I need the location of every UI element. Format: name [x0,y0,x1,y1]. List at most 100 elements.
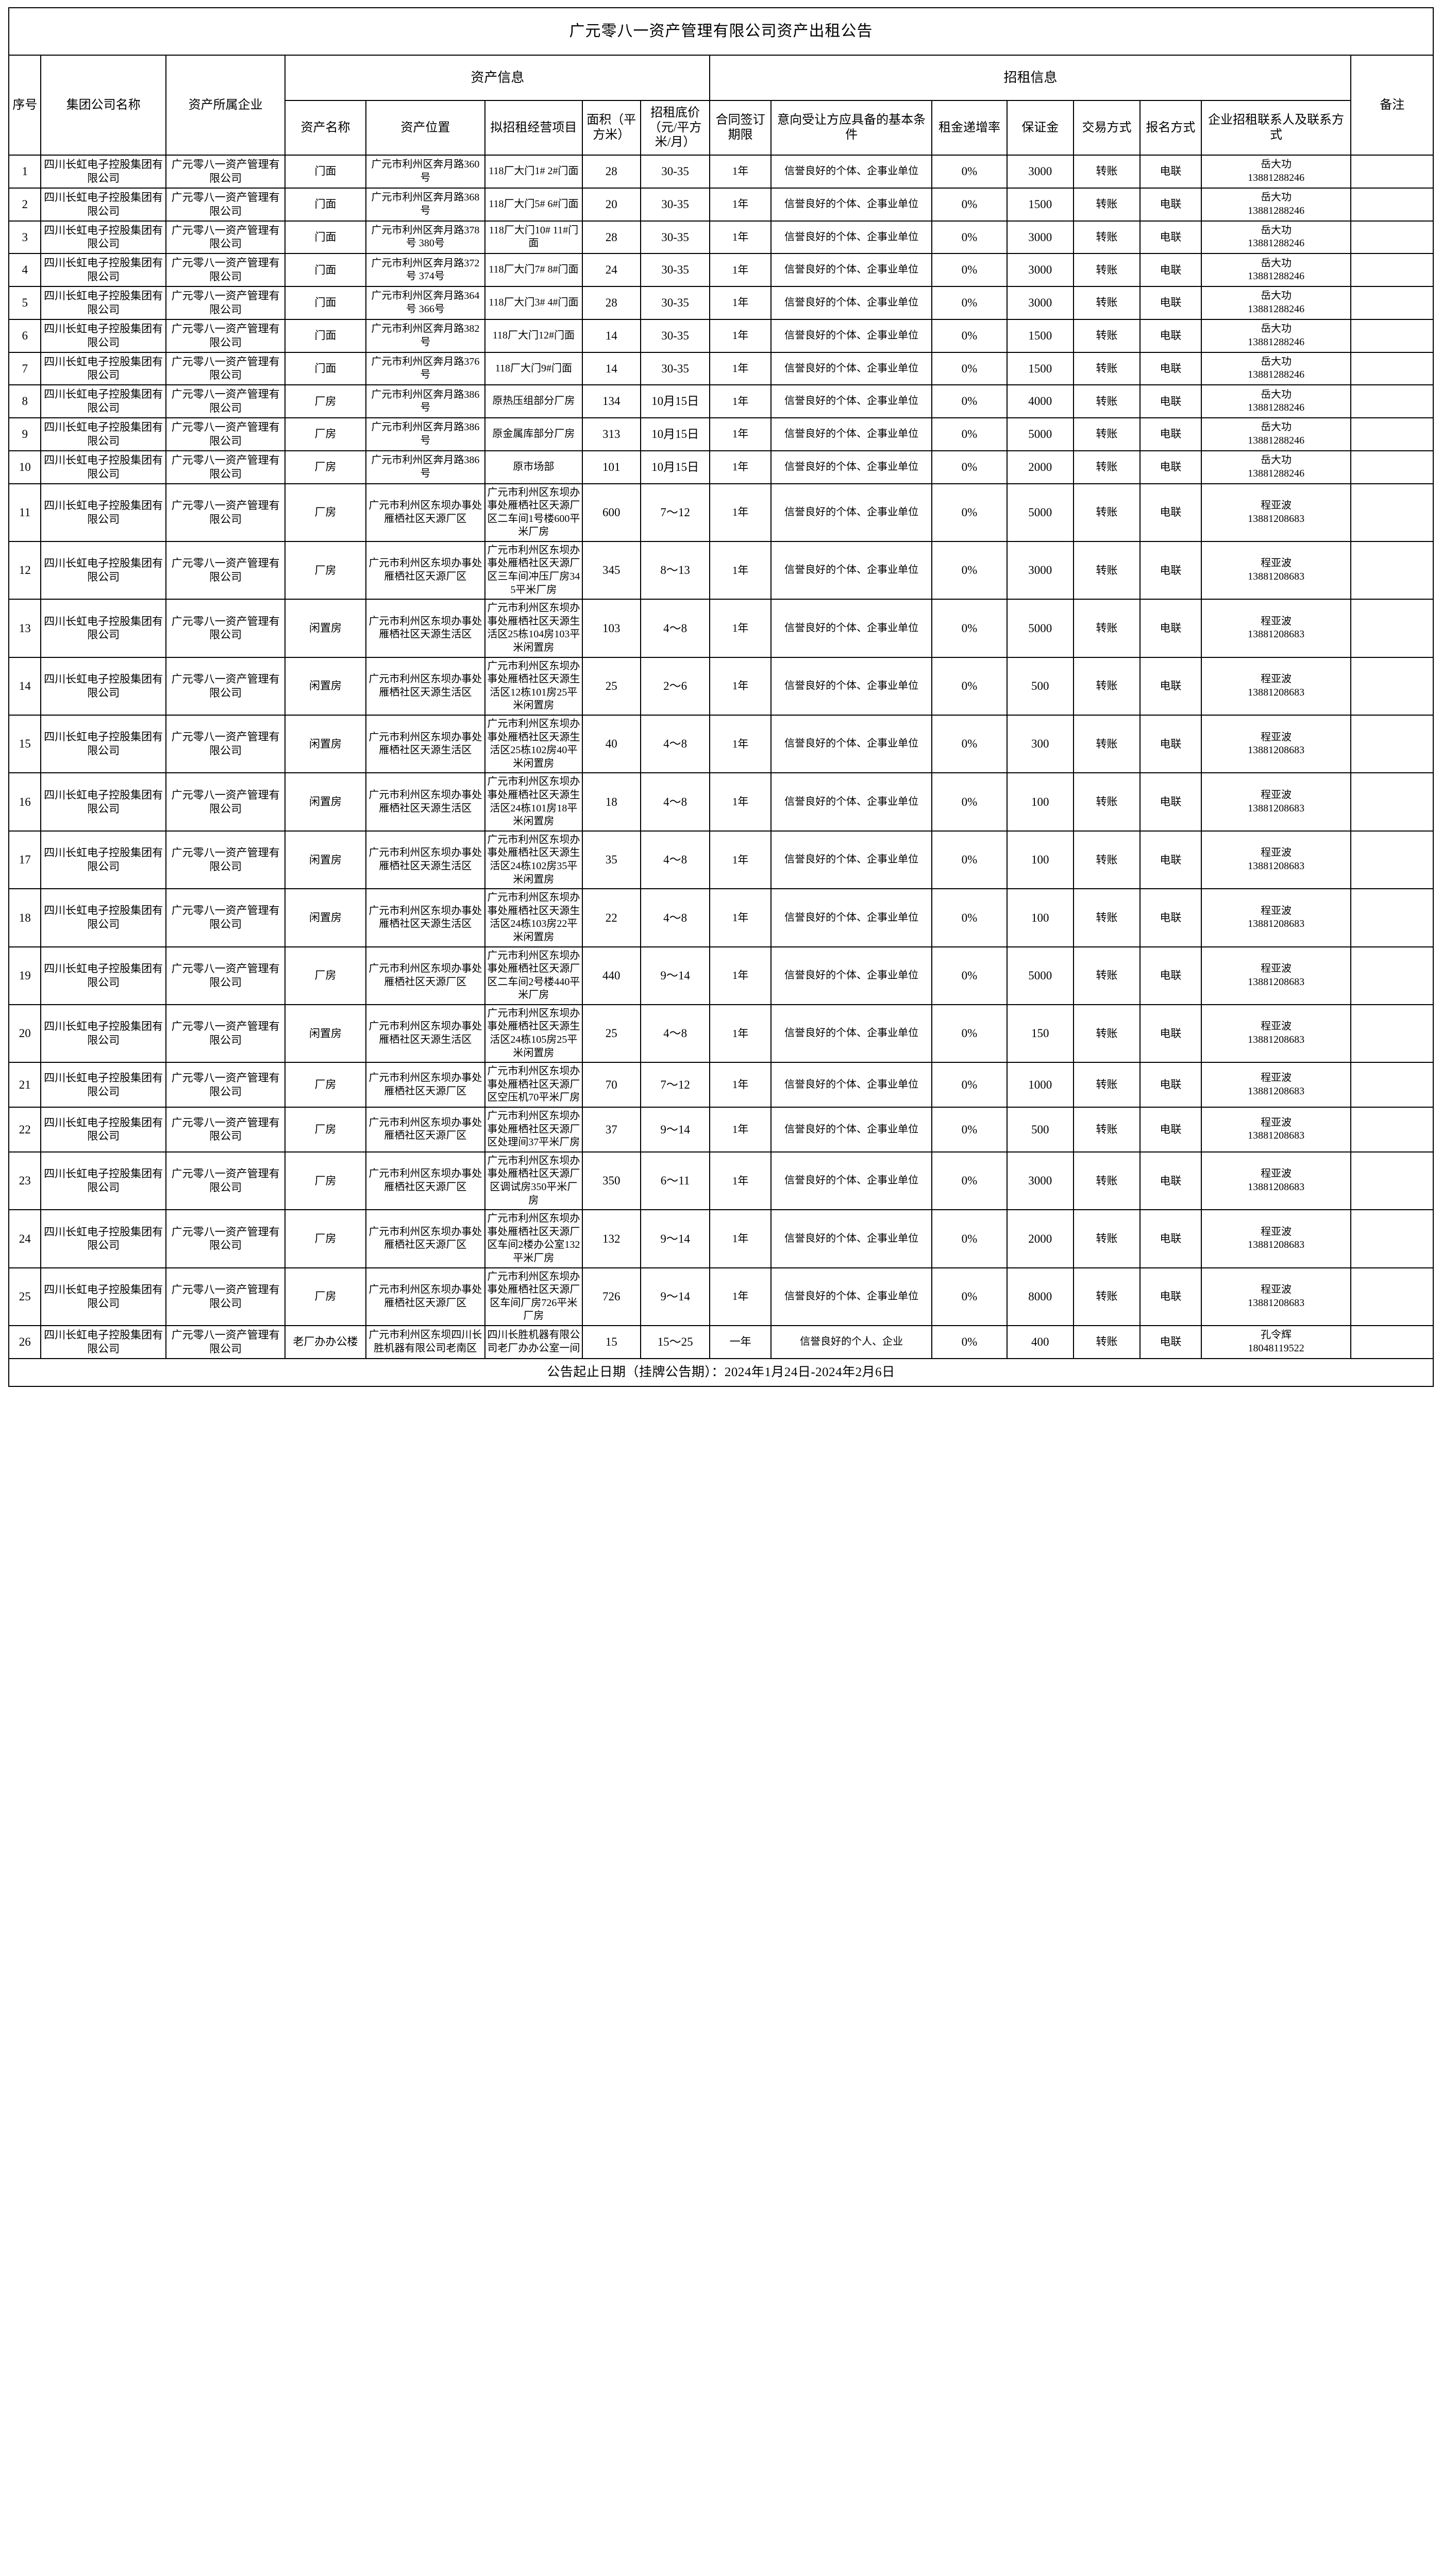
cell-contract-term: 一年 [709,1325,772,1359]
cell-deposit: 1000 [1006,1062,1074,1108]
table-row: 21 四川长虹电子控股集团有限公司 广元零八一资产管理有限公司 厂房 广元市利州区东坝办… [8,1062,1434,1108]
cell-remark [1350,220,1434,255]
cell-trade-method: 转账 [1072,540,1141,600]
cell-area: 25 [581,656,641,716]
cell-increase-rate: 0% [931,830,1008,890]
cell-conditions: 信誉良好的个体、企事业单位 [770,772,933,832]
page-title: 广元零八一资产管理有限公司资产出租公告 [8,7,1434,56]
cell-remark [1350,318,1434,353]
cell-increase-rate: 0% [931,946,1008,1005]
cell-conditions: 信誉良好的个体、企事业单位 [770,946,933,1005]
cell-trade-method: 转账 [1072,1004,1141,1063]
cell-rental-project: 广元市利州区东坝办事处雁栖社区天源生活区24栋101房18平米闲置房 [484,772,583,832]
cell-asset-owner: 广元零八一资产管理有限公司 [165,1209,286,1268]
cell-base-price: 10月15日 [640,384,711,418]
cell-area: 24 [581,253,641,287]
cell-asset-name: 闲置房 [284,1004,366,1063]
cell-asset-name: 门面 [284,155,366,189]
cell-deposit: 5000 [1006,417,1074,451]
cell-area: 600 [581,483,641,542]
cell-asset-name: 厂房 [284,483,366,542]
cell-remark [1350,599,1434,658]
cell-remark [1350,1209,1434,1268]
cell-asset-position: 广元市利州区东坝办事处雁栖社区天源厂区 [365,483,486,542]
cell-contract-term: 1年 [709,830,772,890]
cell-area: 18 [581,772,641,832]
col-header-remark: 备注 [1350,55,1434,156]
cell-trade-method: 转账 [1072,1325,1141,1359]
cell-sn: 18 [8,888,42,947]
cell-contact: 程亚波 13881208683 [1200,772,1352,832]
cell-rental-project: 广元市利州区东坝办事处雁栖社区天源厂区三车间冲压厂房345平米厂房 [484,540,583,600]
cell-deposit: 3000 [1006,1151,1074,1211]
cell-asset-position: 广元市利州区东坝办事处雁栖社区天源厂区 [365,1267,486,1326]
cell-conditions: 信誉良好的个体、企事业单位 [770,318,933,353]
cell-trade-method: 转账 [1072,253,1141,287]
cell-increase-rate: 0% [931,384,1008,418]
cell-asset-name: 门面 [284,253,366,287]
cell-base-price: 7～12 [640,1062,711,1108]
cell-contract-term: 1年 [709,253,772,287]
cell-asset-name: 闲置房 [284,830,366,890]
cell-asset-position: 广元市利州区奔月路372号 374号 [365,253,486,287]
cell-area: 726 [581,1267,641,1326]
cell-trade-method: 转账 [1072,656,1141,716]
cell-remark [1350,384,1434,418]
cell-rental-project: 118厂大门3# 4#门面 [484,286,583,320]
cell-trade-method: 转账 [1072,286,1141,320]
table-row: 9 四川长虹电子控股集团有限公司 广元零八一资产管理有限公司 厂房 广元市利州区奔月路3… [8,417,1434,451]
cell-trade-method: 转账 [1072,155,1141,189]
cell-deposit: 300 [1006,714,1074,774]
cell-increase-rate: 0% [931,450,1008,484]
cell-asset-position: 广元市利州区奔月路386号 [365,384,486,418]
cell-rental-project: 广元市利州区东坝办事处雁栖社区天源生活区12栋101房25平米闲置房 [484,656,583,716]
cell-contact: 岳大功 13881288246 [1200,155,1352,189]
cell-sn: 16 [8,772,42,832]
cell-increase-rate: 0% [931,888,1008,947]
cell-sn: 11 [8,483,42,542]
cell-conditions: 信誉良好的个体、企事业单位 [770,1267,933,1326]
cell-group-company: 四川长虹电子控股集团有限公司 [40,1325,166,1359]
cell-contract-term: 1年 [709,656,772,716]
cell-group-company: 四川长虹电子控股集团有限公司 [40,772,166,832]
cell-base-price: 30-35 [640,253,711,287]
cell-contract-term: 1年 [709,1209,772,1268]
cell-area: 440 [581,946,641,1005]
cell-deposit: 100 [1006,772,1074,832]
cell-increase-rate: 0% [931,1062,1008,1108]
cell-sn: 13 [8,599,42,658]
cell-contact: 程亚波 13881208683 [1200,1151,1352,1211]
cell-base-price: 8～13 [640,540,711,600]
group-header-asset-info: 资产信息 [284,55,711,101]
cell-area: 37 [581,1107,641,1153]
cell-base-price: 4～8 [640,830,711,890]
cell-conditions: 信誉良好的个体、企事业单位 [770,540,933,600]
cell-asset-position: 广元市利州区奔月路364号 366号 [365,286,486,320]
cell-contract-term: 1年 [709,599,772,658]
title-row: 广元零八一资产管理有限公司资产出租公告 [8,7,1434,56]
cell-area: 70 [581,1062,641,1108]
cell-trade-method: 转账 [1072,220,1141,255]
cell-trade-method: 转账 [1072,450,1141,484]
cell-group-company: 四川长虹电子控股集团有限公司 [40,1004,166,1063]
footer-row: 公告起止日期（挂牌公告期）：2024年1月24日-2024年2月6日 [8,1358,1434,1387]
cell-increase-rate: 0% [931,599,1008,658]
table-row: 15 四川长虹电子控股集团有限公司 广元零八一资产管理有限公司 闲置房 广元市利州区东坝… [8,714,1434,774]
cell-asset-owner: 广元零八一资产管理有限公司 [165,714,286,774]
cell-signup-method: 电联 [1139,946,1202,1005]
cell-conditions: 信誉良好的个体、企事业单位 [770,1151,933,1211]
cell-contact: 岳大功 13881288246 [1200,450,1352,484]
cell-trade-method: 转账 [1072,772,1141,832]
table-body: 1 四川长虹电子控股集团有限公司 广元零八一资产管理有限公司 门面 广元市利州区奔月路3… [8,155,1434,1359]
cell-remark [1350,714,1434,774]
cell-increase-rate: 0% [931,1004,1008,1063]
cell-trade-method: 转账 [1072,1209,1141,1268]
cell-conditions: 信誉良好的个体、企事业单位 [770,483,933,542]
cell-rental-project: 广元市利州区东坝办事处雁栖社区天源生活区25栋102房40平米闲置房 [484,714,583,774]
cell-deposit: 3000 [1006,540,1074,600]
cell-base-price: 10月15日 [640,417,711,451]
cell-asset-owner: 广元零八一资产管理有限公司 [165,1004,286,1063]
cell-conditions: 信誉良好的个体、企事业单位 [770,656,933,716]
cell-remark [1350,1004,1434,1063]
cell-conditions: 信誉良好的个体、企事业单位 [770,286,933,320]
